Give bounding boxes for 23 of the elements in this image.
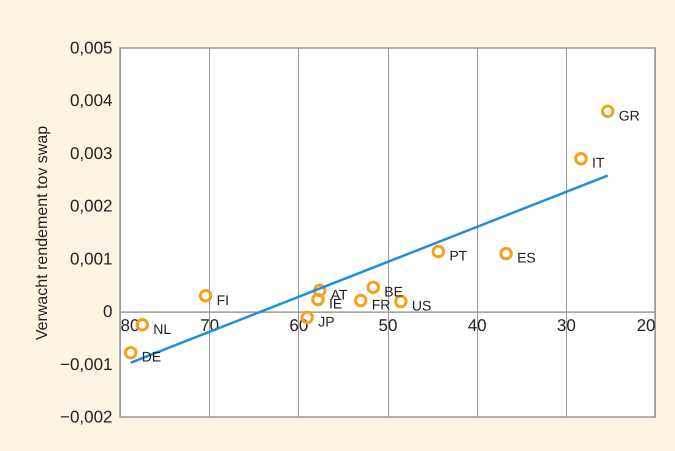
y-tick-label: −0,001	[60, 354, 112, 374]
x-tick-label: 50	[378, 316, 398, 336]
y-axis-title: Verwacht rendement tov swap	[34, 126, 52, 340]
annotation: GR	[618, 107, 640, 124]
x-tick-label: 30	[556, 316, 576, 336]
y-tick-label: −0,002	[60, 408, 112, 426]
y-tick-label: 0,001	[70, 249, 112, 268]
y-tick-label: 0,005	[70, 38, 112, 58]
y-tick-label: 0,004	[70, 91, 112, 110]
annotation: JP	[318, 313, 335, 330]
y-tick-label: 0,002	[70, 196, 112, 216]
annotation: FI	[216, 292, 230, 308]
y-tick-label: 0	[103, 302, 112, 322]
annotation: ES	[517, 250, 536, 266]
annotation: US	[412, 298, 432, 314]
annotation: FR	[372, 296, 390, 312]
annotation: BE	[384, 283, 403, 300]
annotation: PT	[449, 247, 468, 264]
y-tick-label: 0,003	[70, 144, 112, 163]
x-tick-label: 20	[636, 316, 656, 336]
annotation: NL	[153, 320, 172, 337]
annotation: IT	[592, 154, 605, 171]
x-tick-label: 40	[468, 316, 487, 336]
